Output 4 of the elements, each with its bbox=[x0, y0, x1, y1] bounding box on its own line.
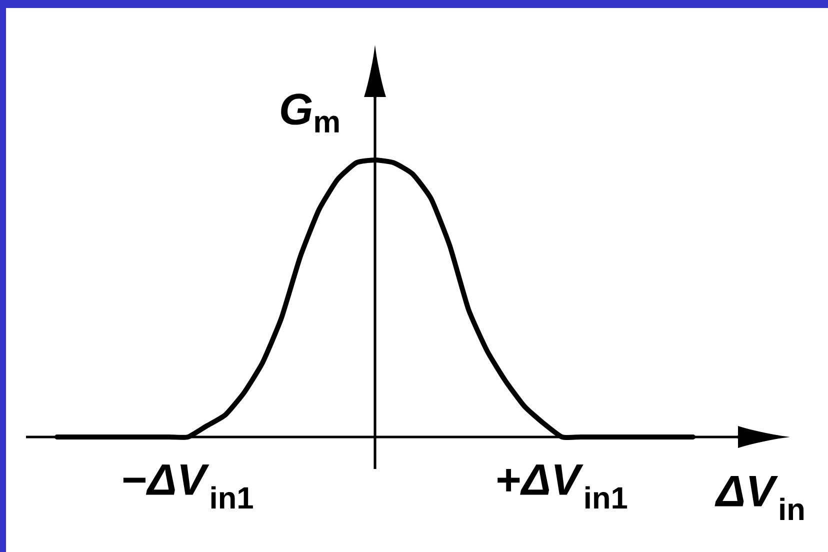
x-tick-label: +ΔV$_{in1}$ bbox=[498, 464, 628, 509]
y-axis-title: G$_{m}$ bbox=[281, 94, 339, 132]
x-tick-label: −ΔV$_{in1}$ bbox=[123, 464, 253, 509]
x-axis-title: ΔV$_{in}$ bbox=[714, 476, 804, 520]
